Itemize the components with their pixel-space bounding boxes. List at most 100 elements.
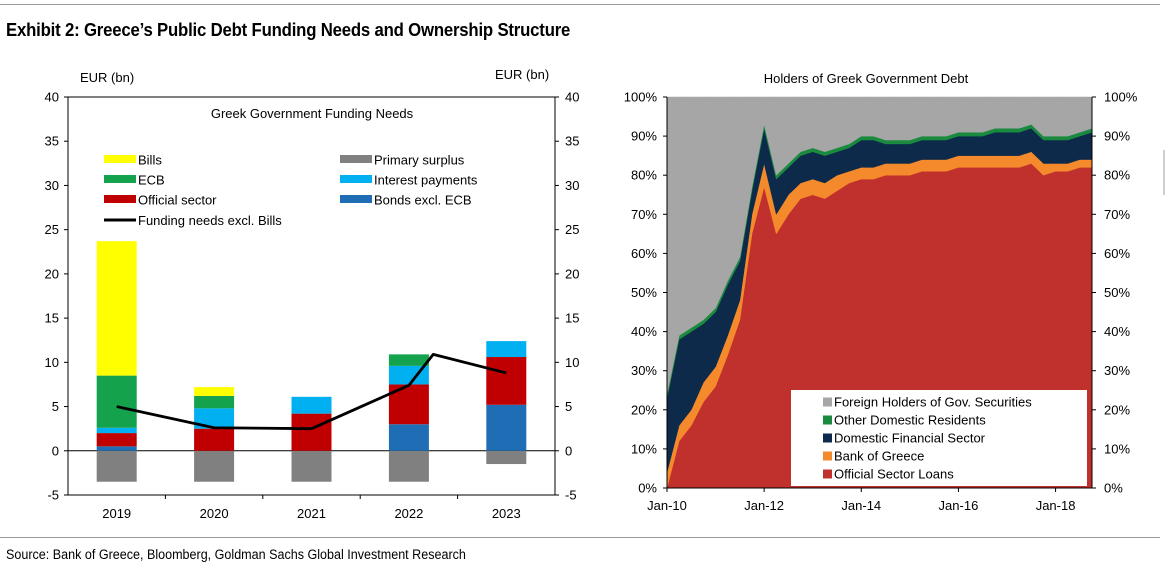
- legend-box: [791, 390, 1087, 486]
- y-tick-label-left: 10%: [631, 441, 657, 456]
- legend-label: Bank of Greece: [834, 449, 924, 464]
- legend-swatch: [340, 195, 372, 203]
- x-tick-label: Jan-12: [744, 498, 784, 513]
- y-tick-label-left: 40%: [631, 324, 657, 339]
- bar-segment: [388, 450, 429, 482]
- bar-segment: [96, 375, 137, 428]
- bar-segment: [291, 413, 332, 451]
- y-tick-label-right: 20: [565, 266, 579, 281]
- y-tick-label-left: -5: [47, 488, 59, 503]
- y-tick-label-left: 35: [45, 134, 59, 149]
- y-tick-label-left: 40: [45, 90, 59, 105]
- x-tick-label: Jan-16: [939, 498, 979, 513]
- y-tick-label-left: 20%: [631, 402, 657, 417]
- y-tick-label-right: 30%: [1104, 363, 1130, 378]
- exhibit-title: Exhibit 2: Greece’s Public Debt Funding …: [6, 20, 571, 40]
- legend-label: Official Sector Loans: [834, 467, 954, 482]
- legend-label: Funding needs excl. Bills: [138, 213, 282, 228]
- y-tick-label-right: 100%: [1104, 90, 1138, 105]
- y-tick-label-right: 35: [565, 134, 579, 149]
- bar-segment: [96, 241, 137, 376]
- legend-label: Official sector: [138, 193, 217, 208]
- y-tick-label-right: 80%: [1104, 168, 1130, 183]
- bar-segment: [486, 341, 527, 358]
- legend-label: Interest payments: [374, 173, 478, 188]
- y-tick-label-left: 70%: [631, 207, 657, 222]
- y-tick-label-right: 10: [565, 355, 579, 370]
- y-tick-label-right: 50%: [1104, 285, 1130, 300]
- legend-label: Other Domestic Residents: [834, 413, 986, 428]
- legend-label: ECB: [138, 173, 165, 188]
- y-tick-label-right: 20%: [1104, 402, 1130, 417]
- y-tick-label-right: 15: [565, 311, 579, 326]
- x-tick-label: 2023: [492, 506, 521, 521]
- legend-swatch: [823, 469, 832, 479]
- y-tick-label-right: 90%: [1104, 129, 1130, 144]
- bar-segment: [291, 396, 332, 414]
- y-tick-label-right: 0: [565, 443, 572, 458]
- y-tick-label-left: 90%: [631, 129, 657, 144]
- bar-segment: [194, 450, 235, 482]
- legend-label: Primary surplus: [374, 153, 465, 168]
- y-tick-label-right: 70%: [1104, 207, 1130, 222]
- funding-needs-line: [116, 352, 507, 431]
- y-tick-label-left: 10: [45, 355, 59, 370]
- y-tick-label-left: 30%: [631, 363, 657, 378]
- bar-segment: [96, 450, 137, 482]
- x-tick-label: 2022: [394, 506, 423, 521]
- y-tick-label-left: 15: [45, 311, 59, 326]
- x-tick-label: Jan-10: [647, 498, 687, 513]
- x-tick-label: Jan-18: [1036, 498, 1076, 513]
- bar-segment: [486, 450, 527, 465]
- bar-segment: [96, 427, 137, 434]
- bottom-rule: [0, 537, 1160, 538]
- right-axis-unit: EUR (bn): [495, 67, 549, 82]
- legend-swatch: [340, 155, 372, 163]
- edge-marker: [1163, 150, 1165, 195]
- x-tick-label: 2019: [102, 506, 131, 521]
- y-tick-label-right: 10%: [1104, 441, 1130, 456]
- bar-segment: [194, 428, 235, 451]
- y-tick-label-right: 25: [565, 222, 579, 237]
- bar-segment: [194, 408, 235, 429]
- source-note: Source: Bank of Greece, Bloomberg, Goldm…: [6, 547, 466, 562]
- y-tick-label-left: 30: [45, 178, 59, 193]
- y-tick-label-left: 0%: [638, 481, 657, 496]
- y-tick-label-right: 5: [565, 399, 572, 414]
- chart-title: Holders of Greek Government Debt: [764, 71, 969, 86]
- bar-segment: [194, 387, 235, 396]
- bar-segment: [96, 433, 137, 447]
- top-rule: [0, 4, 1160, 5]
- y-tick-label-left: 80%: [631, 168, 657, 183]
- x-tick-label: 2020: [200, 506, 229, 521]
- bar-segment: [194, 395, 235, 409]
- y-tick-label-left: 25: [45, 222, 59, 237]
- y-tick-label-left: 100%: [624, 90, 658, 105]
- legend-label: Bills: [138, 153, 162, 168]
- x-tick-label: 2021: [297, 506, 326, 521]
- y-tick-label-right: 60%: [1104, 246, 1130, 261]
- y-tick-label-right: 40%: [1104, 324, 1130, 339]
- y-tick-label-right: 30: [565, 178, 579, 193]
- legend-swatch: [104, 155, 136, 163]
- y-tick-label-left: 60%: [631, 246, 657, 261]
- y-tick-label-left: 20: [45, 266, 59, 281]
- left-axis-unit: EUR (bn): [80, 70, 134, 85]
- legend-swatch: [823, 451, 832, 461]
- legend-swatch: [823, 433, 832, 443]
- bar-segment: [388, 354, 429, 366]
- bar-segment: [291, 450, 332, 482]
- legend-swatch: [823, 397, 832, 407]
- bar-segment: [486, 357, 527, 405]
- y-tick-label-right: 0%: [1104, 481, 1123, 496]
- y-tick-label-left: 0: [52, 443, 59, 458]
- chart-title: Greek Government Funding Needs: [211, 106, 414, 121]
- bar-segment: [96, 446, 137, 451]
- x-tick-label: Jan-14: [841, 498, 881, 513]
- legend-swatch: [104, 195, 136, 203]
- y-tick-label-left: 50%: [631, 285, 657, 300]
- y-tick-label-right: 40: [565, 90, 579, 105]
- legend-swatch: [823, 415, 832, 425]
